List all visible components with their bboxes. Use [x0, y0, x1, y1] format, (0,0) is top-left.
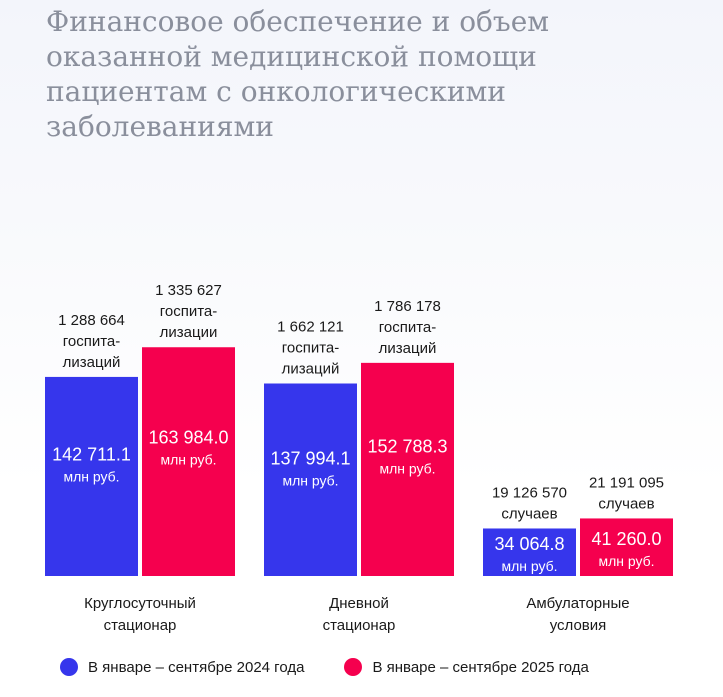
volume-label-0-0-2: лизаций: [63, 354, 121, 371]
category-label-0-0: Круглосуточный: [84, 595, 196, 612]
volume-label-2-0-1: случаев: [501, 505, 557, 522]
bar-1-0: [264, 383, 357, 576]
volume-label-1-0-2: лизаций: [282, 360, 340, 377]
category-label-2-0: Амбулаторные: [526, 595, 629, 612]
legend-label-2025: В январе – сентябре 2025 года: [372, 658, 589, 676]
bar-2-1: [580, 518, 673, 576]
category-label-0-1: стационар: [104, 617, 177, 634]
bar-1-1: [361, 362, 454, 576]
legend-swatch-2024: [60, 658, 78, 676]
volume-label-0-0-1: госпита-: [63, 333, 121, 350]
volume-label-2-1-0: 21 191 095: [589, 474, 664, 491]
volume-label-1-1-1: госпита-: [379, 319, 437, 336]
bar-value-1-0: 137 994.1: [270, 448, 350, 468]
legend-label-2024: В январе – сентябре 2024 года: [88, 658, 305, 676]
category-label-1-0: Дневной: [329, 595, 389, 612]
bar-value-0-1: 163 984.0: [148, 427, 228, 447]
volume-label-0-0-0: 1 288 664: [58, 312, 125, 329]
volume-label-1-0-1: госпита-: [282, 339, 340, 356]
bar-unit-2-1: млн руб.: [598, 553, 654, 569]
legend-item-2025: В январе – сентябре 2025 года: [344, 658, 589, 676]
bar-unit-0-1: млн руб.: [160, 451, 216, 467]
bar-0-0: [45, 376, 138, 576]
bar-value-2-1: 41 260.0: [591, 529, 661, 549]
bar-unit-0-0: млн руб.: [63, 469, 119, 485]
category-label-1-1: стационар: [323, 617, 396, 634]
volume-label-1-1-2: лизаций: [379, 340, 437, 357]
legend-item-2024: В январе – сентябре 2024 года: [60, 658, 304, 676]
chart-title: Финансовое обеспечение и объем оказанной…: [46, 5, 550, 143]
volume-label-0-1-1: госпита-: [160, 303, 218, 320]
bar-value-2-0: 34 064.8: [494, 534, 564, 554]
legend-swatch-2025: [344, 658, 363, 676]
legend: В январе – сентябре 2024 года В январе –…: [60, 658, 589, 676]
bar-2-0: [483, 528, 576, 576]
volume-label-2-1-1: случаев: [598, 495, 654, 512]
volume-label-0-1-0: 1 335 627: [155, 282, 222, 299]
bar-unit-1-0: млн руб.: [282, 472, 338, 488]
category-label-2-1: условия: [550, 617, 607, 634]
volume-label-1-1-0: 1 786 178: [374, 298, 441, 315]
bar-unit-2-0: млн руб.: [501, 558, 557, 574]
volume-label-0-1-2: лизации: [160, 324, 218, 341]
bar-0-1: [142, 347, 235, 576]
bar-value-0-0: 142 711.1: [52, 445, 131, 465]
bar-value-1-1: 152 788.3: [367, 436, 447, 456]
bar-unit-1-1: млн руб.: [379, 460, 435, 476]
volume-label-1-0-0: 1 662 121: [277, 318, 344, 335]
volume-label-2-0-0: 19 126 570: [492, 484, 567, 501]
